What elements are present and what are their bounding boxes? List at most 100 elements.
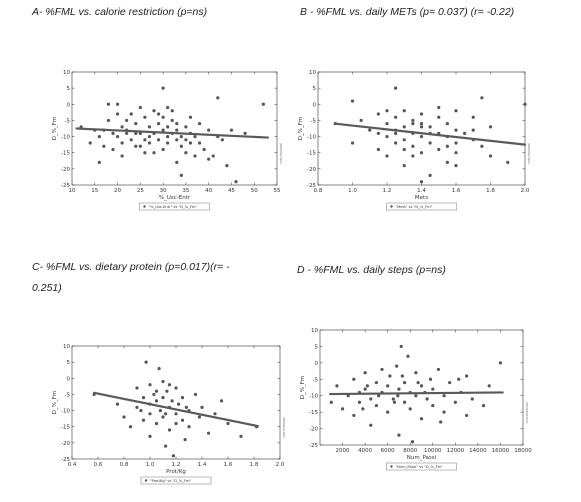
data-point (488, 125, 493, 129)
x-tick-label: 0.8 (120, 462, 129, 468)
x-tick-label: 50 (251, 188, 258, 194)
data-point (394, 115, 398, 119)
y-tick-label: -20 (307, 167, 316, 173)
data-point (419, 384, 424, 388)
data-point (143, 138, 147, 142)
data-point (402, 400, 407, 404)
data-point (179, 134, 183, 139)
data-point (161, 86, 165, 90)
data-point (164, 412, 168, 416)
data-point (225, 164, 229, 168)
legend-marker (390, 205, 393, 208)
side-note: corr.malouni (527, 143, 531, 164)
y-tick-label: -20 (309, 427, 318, 433)
x-axis-label: %_Usc-Entr (159, 195, 191, 201)
x-tick-label: 0.4 (68, 462, 77, 468)
data-point (380, 367, 384, 372)
data-point (206, 431, 211, 435)
data-point (188, 141, 193, 145)
data-point (193, 154, 197, 158)
data-point (167, 428, 172, 432)
data-point (216, 96, 220, 100)
data-point (445, 160, 449, 164)
y-tick-label: -20 (61, 167, 70, 173)
data-point (454, 151, 458, 155)
x-tick-label: 16000 (492, 448, 510, 454)
data-point (154, 389, 159, 393)
data-point (335, 384, 339, 388)
data-point (361, 407, 365, 411)
x-tick-label: 0.6 (94, 462, 103, 468)
data-point (419, 125, 424, 129)
data-point (406, 354, 410, 358)
x-tick-label: 2.0 (521, 188, 530, 194)
data-point (188, 115, 193, 119)
data-point (166, 105, 170, 110)
chart-a: 10 15 20 25 30 35 40 45 50 55 -25 -20 -15 -10 -5 0 5 10 %_… (52, 70, 283, 211)
data-point (156, 138, 161, 142)
x-tick-label: 2000 (336, 448, 350, 454)
data-point (408, 407, 412, 411)
x-tick-label: 1.6 (224, 462, 233, 468)
data-point (419, 134, 424, 139)
x-tick-label: 1.6 (452, 188, 461, 194)
data-point (454, 141, 458, 145)
legend-label: "Mets" vs "D_%_Fm" (396, 205, 433, 209)
data-point (134, 122, 138, 126)
data-point (411, 154, 415, 158)
y-tick-label: -20 (61, 441, 70, 447)
data-point (154, 399, 159, 403)
data-point (229, 128, 234, 132)
legend-marker (143, 205, 146, 208)
data-point (357, 400, 362, 404)
data-point (480, 96, 484, 100)
x-tick-label: 2.0 (276, 462, 285, 468)
plot-frame (319, 329, 524, 446)
data-point (437, 115, 441, 119)
y-tick-label: -5 (65, 392, 71, 398)
data-point (428, 377, 433, 381)
y-tick-label: -10 (61, 409, 70, 415)
data-point (340, 407, 345, 411)
y-axis-label: D_%_Fm (52, 117, 58, 140)
data-point (106, 118, 111, 123)
data-point (134, 131, 138, 135)
data-point (437, 147, 441, 152)
data-point (184, 125, 188, 129)
data-point (442, 410, 446, 414)
data-point (399, 344, 403, 349)
data-point (523, 102, 527, 106)
y-axis-label: D_%_Fm (300, 376, 306, 399)
x-tick-label: 1.4 (198, 462, 207, 468)
data-point (144, 360, 148, 364)
data-point (414, 394, 418, 398)
x-tick-label: 12000 (447, 448, 465, 454)
x-tick-label: 6000 (381, 448, 395, 454)
data-point (213, 412, 217, 416)
data-point (411, 144, 415, 148)
data-point (161, 379, 165, 384)
data-point (365, 384, 369, 388)
side-note: corr.malouni (282, 417, 286, 438)
data-point (445, 144, 449, 148)
data-point (170, 109, 174, 113)
data-point (431, 403, 435, 408)
data-point (148, 383, 152, 387)
data-point (374, 380, 378, 385)
y-tick-label: -10 (307, 135, 316, 141)
y-tick-label: -10 (309, 394, 318, 400)
data-point (88, 141, 92, 145)
data-point (352, 413, 356, 418)
caption-b: B - %FML vs. daily METs (p= 0.037) (r= -… (300, 6, 515, 18)
legend-marker (144, 479, 148, 482)
y-tick-label: -25 (309, 443, 318, 449)
data-point (152, 109, 156, 113)
y-tick-label: 10 (63, 70, 70, 76)
data-point (175, 160, 179, 164)
x-tick-label: 10 (69, 188, 76, 194)
data-point (170, 399, 174, 403)
y-tick-label: 0 (315, 361, 319, 367)
y-axis-label: D_%_Fm (52, 391, 58, 414)
data-point (175, 122, 179, 126)
